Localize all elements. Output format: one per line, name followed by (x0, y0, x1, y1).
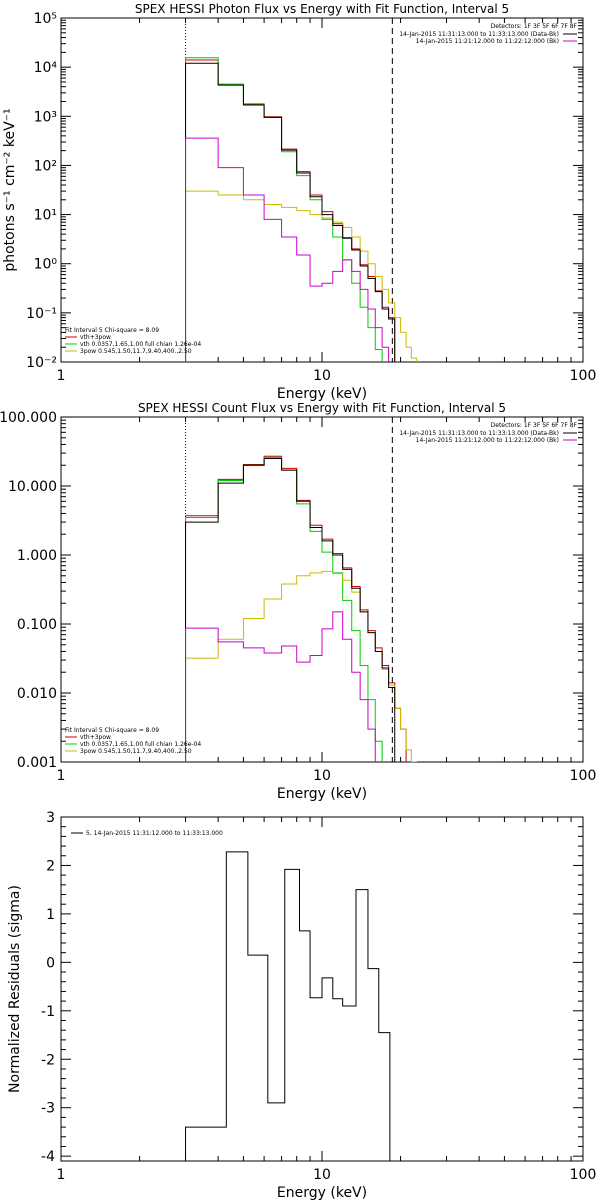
legend-entry: 3pow 0.545,1.50,11.7,9.40,400.,2.50 (80, 748, 192, 755)
y-tick-label: 0 (46, 955, 55, 971)
x-tick-label: 1 (57, 1167, 66, 1183)
x-tick-label: 100 (570, 368, 597, 384)
x-axis-label: Energy (keV) (277, 1185, 367, 1200)
legend-entry: vth+3pow (80, 734, 111, 741)
series-line-5 (185, 611, 376, 762)
y-tick-label: 10⁻¹ (26, 306, 57, 322)
y-tick-label: 10¹ (34, 208, 57, 224)
y-tick-label: 1 (46, 907, 55, 923)
legend-header: Fit Interval 5 Chi-square = 8.09 (65, 727, 159, 734)
chart-panel-2: SPEX HESSI Count Flux vs Energy with Fit… (0, 401, 596, 802)
y-tick-label: -1 (41, 1004, 55, 1020)
chart-panel-1: SPEX HESSI Photon Flux vs Energy with Fi… (2, 2, 596, 402)
legend-header: Detectors: 1F 3F 5F 6F 7F 8F (491, 422, 578, 429)
x-tick-label: 100 (570, 768, 597, 784)
series-line-1 (185, 851, 391, 1161)
chart-panel-3: 1 10 100 Energy (keV) -4 -3 -2 -1 0 1 2 3 Normalized… (7, 810, 596, 1200)
x-tick-label: 10 (313, 1167, 331, 1183)
x-axis-label: Energy (keV) (277, 786, 367, 802)
y-tick-label: 2 (46, 858, 55, 874)
x-tick-label: 10 (313, 768, 331, 784)
legend-entry: vth 0.0357,1.65,1.00 full chian 1.26e-04 (80, 341, 201, 348)
y-tick-label: -4 (41, 1149, 55, 1165)
x-tick-label: 10 (313, 368, 331, 384)
series-line-1 (185, 59, 396, 362)
series-line-4 (185, 62, 396, 362)
series-line-2 (185, 57, 390, 362)
y-tick-label: 0.001 (17, 755, 57, 771)
x-tick-label: 1 (57, 368, 66, 384)
series-line-5 (185, 137, 390, 362)
legend-header: Detectors: 1F 3F 5F 6F 7F 8F (491, 23, 578, 30)
series-group (185, 851, 391, 1161)
chart-title: SPEX HESSI Count Flux vs Energy with Fit… (138, 401, 506, 415)
y-tick-label: -3 (41, 1101, 55, 1117)
legend-entry: vth+3pow (80, 334, 111, 341)
plot-frame (60, 416, 584, 763)
legend-entry: vth 0.0357,1.65,1.00 full chian 1.26e-04 (80, 741, 201, 748)
legend-entry: 14-Jan-2015 11:21:12.000 to 11:22:12.000… (416, 437, 559, 444)
plot-frame (60, 17, 584, 363)
y-tick-label: 10² (34, 158, 57, 174)
series-line-4 (185, 458, 396, 762)
legend-entry: 14-Jan-2015 11:21:12.000 to 11:22:12.000… (416, 38, 559, 45)
x-tick-label: 100 (570, 1167, 597, 1183)
y-axis-label: Normalized Residuals (sigma) (7, 885, 23, 1093)
legend-entry: 14-Jan-2015 11:31:13.000 to 11:33:13.000… (399, 31, 559, 38)
series-group (185, 57, 417, 362)
y-tick-label: 10⁻² (26, 355, 57, 371)
legend-entry: 14-Jan-2015 11:31:13.000 to 11:33:13.000… (399, 430, 559, 437)
y-tick-label: 3 (46, 810, 55, 826)
x-tick-label: 1 (57, 768, 66, 784)
y-tick-label: -2 (41, 1052, 55, 1068)
chart-title: SPEX HESSI Photon Flux vs Energy with Fi… (135, 2, 509, 16)
y-tick-label: 10⁴ (34, 60, 58, 76)
y-tick-label: 10⁵ (34, 11, 57, 27)
legend-header: Fit Interval 5 Chi-square = 8.09 (65, 327, 159, 334)
legend-entry: 3pow 0.545,1.50,11.7,9.40,400.,2.50 (80, 348, 192, 355)
y-tick-label: 0.100 (17, 617, 57, 633)
series-line-2 (185, 456, 390, 762)
y-tick-label: 100.000 (0, 410, 57, 426)
series-group (185, 455, 417, 762)
y-tick-label: 10³ (34, 109, 57, 125)
y-tick-label: 10.000 (8, 479, 57, 495)
y-tick-label: 10⁰ (34, 257, 58, 273)
y-tick-label: 0.010 (17, 686, 57, 702)
y-tick-label: 1.000 (17, 548, 57, 564)
x-axis-label: Energy (keV) (277, 386, 367, 402)
legend-entry: 5, 14-Jan-2015 11:31:12.000 to 11:33:13.… (86, 830, 223, 837)
y-axis-label: photons s⁻¹ cm⁻² keV⁻¹ (2, 108, 18, 271)
